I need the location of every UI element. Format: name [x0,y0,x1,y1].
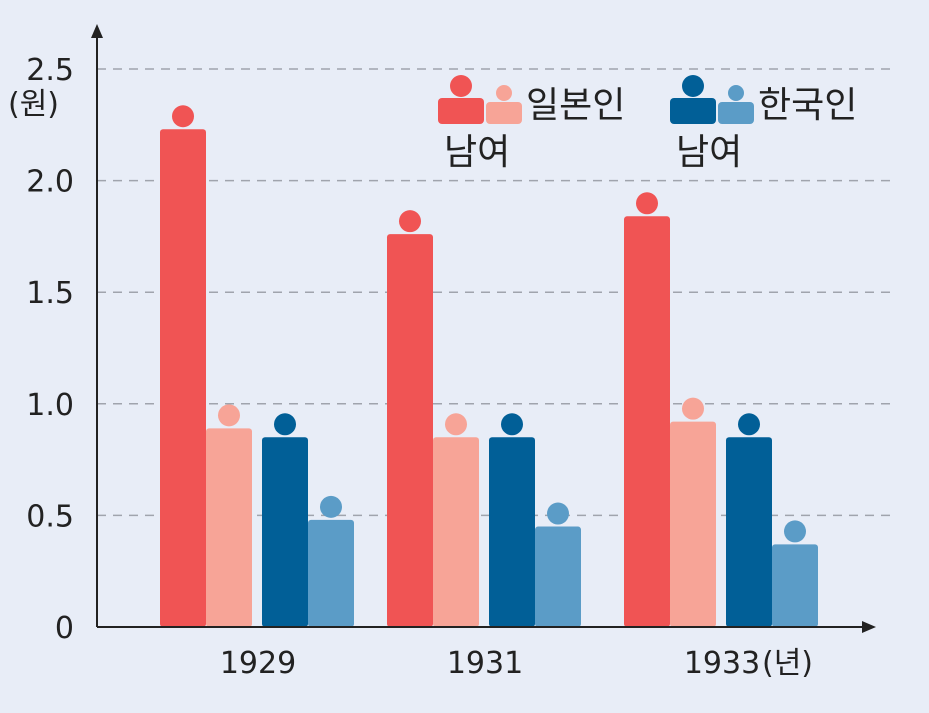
x-axis-arrow-icon [862,621,876,633]
legend-label: 한국인 [758,85,857,126]
y-tick-label: 1.0 [26,388,74,423]
y-tick-label: 0 [55,611,74,646]
bar-일본인 남-1931 [387,234,433,627]
bar-head-icon [218,404,240,427]
legend-male-head-icon [450,75,472,97]
x-axis-unit: (년) [762,646,813,681]
bar-한국인 여-1933 [772,544,818,627]
y-tick-label: 1.5 [26,276,74,311]
bar-일본인 남-1929 [160,129,206,627]
y-axis-label: (원) [8,87,59,122]
bar-일본인 여-1933 [670,421,716,627]
bar-한국인 남-1933 [726,437,772,627]
bar-일본인 여-1931 [433,437,479,627]
bar-일본인 남-1933 [624,216,670,627]
bar-한국인 여-1929 [308,519,354,627]
x-tick-label-1933: 1933 [684,646,760,681]
x-tick-label-1931: 1931 [447,646,523,681]
bar-head-icon [784,520,806,543]
axes [91,24,876,633]
legend-female-icon [486,102,522,124]
bar-head-icon [547,502,569,525]
y-tick-labels: 0 0.5 1.0 1.5 2.0 2.5(원) [8,53,74,646]
bar-head-icon [274,413,296,436]
legend-label: 일본인 [526,85,625,126]
y-tick-label: 2.5 [26,53,74,88]
bar-head-icon [320,495,342,518]
bar-head-icon [501,413,523,436]
legend-female-icon [718,102,754,124]
bar-head-icon [738,413,760,436]
legend-male-head-icon [682,75,704,97]
bars [160,105,818,627]
y-tick-label: 0.5 [26,499,74,534]
legend-female-head-icon [728,85,744,101]
bar-한국인 남-1931 [489,437,535,627]
legend-sublabel: 남여 [676,132,742,173]
bar-일본인 여-1929 [206,428,252,627]
x-tick-label-1929: 1929 [220,646,296,681]
bar-head-icon [636,192,658,215]
legend-male-icon [670,98,716,124]
bar-head-icon [445,413,467,436]
bar-head-icon [399,210,421,233]
legend-male-icon [438,98,484,124]
legend-female-head-icon [496,85,512,101]
y-axis-arrow-icon [91,24,103,38]
legend-sublabel: 남여 [444,132,510,173]
bar-head-icon [172,105,194,128]
bar-head-icon [682,397,704,420]
x-tick-labels: 1929 1931 1933 (년) [220,646,813,681]
y-tick-label: 2.0 [26,165,74,200]
bar-한국인 남-1929 [262,437,308,627]
bar-한국인 여-1931 [535,526,581,627]
